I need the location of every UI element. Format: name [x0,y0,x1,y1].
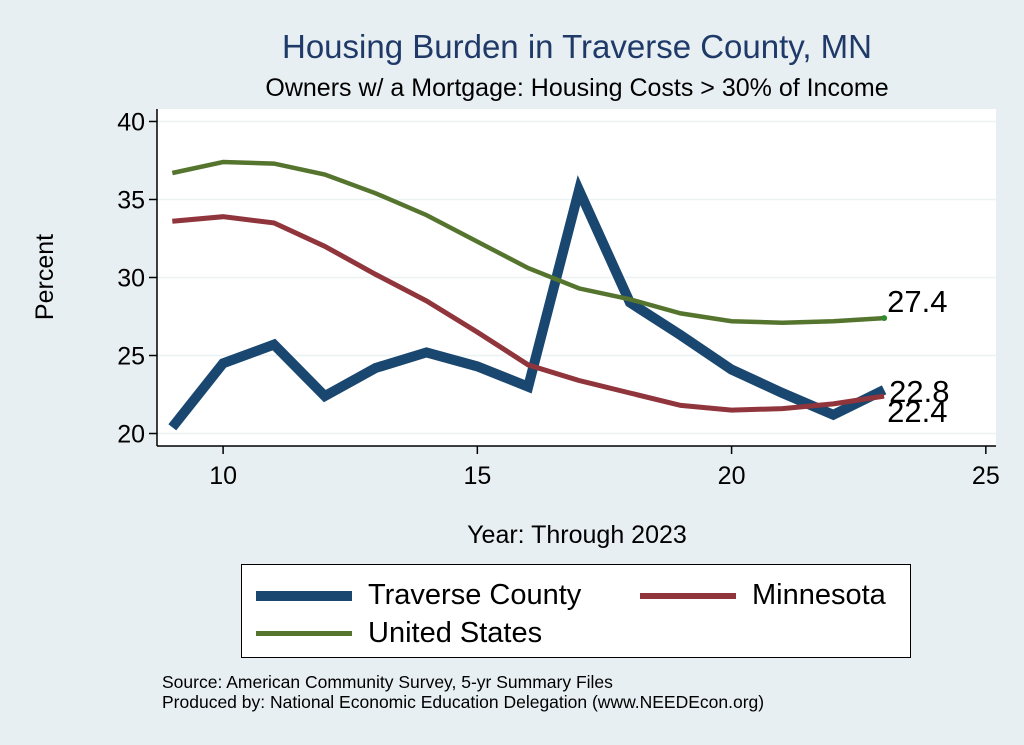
chart-title: Housing Burden in Traverse County, MN [282,28,872,65]
series-line-united-states [171,159,885,325]
legend-label: United States [368,617,543,649]
axes: 20 25 30 35 40 10 15 20 25 [117,108,1000,490]
legend: Traverse County Minnesota United States [241,564,911,658]
source-note: Source: American Community Survey, 5-yr … [162,672,764,712]
chart-subtitle: Owners w/ a Mortgage: Housing Costs > 30… [265,74,889,102]
legend-swatch [640,592,736,599]
x-tick-label: 25 [972,462,1000,490]
series-line-minnesota [172,214,885,413]
end-labels: 22.822.4 27.4 [887,284,949,429]
end-label: 22.8 [889,374,949,409]
end-label: 27.4 [887,284,947,319]
legend-item-united-states: United States [256,617,542,650]
source-line: Source: American Community Survey, 5-yr … [162,672,613,692]
x-tick-label: 10 [209,462,237,490]
legend-label: Traverse County [368,579,582,611]
x-tick-label: 15 [463,462,491,490]
x-axis-label: Year: Through 2023 [467,521,687,549]
y-tick-label: 40 [117,108,145,136]
series-lines [168,159,888,431]
y-tick-label: 20 [117,421,145,449]
series-line-traverse-county [168,175,887,431]
line-chart: 20 25 30 35 40 10 15 20 25 22.822.4 27.4 Year: Th… [31,108,1000,549]
legend-item-minnesota: Minnesota [640,579,886,612]
y-tick-label: 25 [117,343,145,371]
y-tick-label: 30 [117,265,145,293]
legend-item-traverse-county: Traverse County [256,579,581,612]
legend-swatch [256,590,352,601]
legend-swatch [256,631,352,636]
y-tick-label: 35 [117,186,145,214]
end-point-marker [881,315,888,322]
x-tick-label: 20 [718,462,746,490]
end-label: 22.4 [887,394,947,429]
y-axis-label: Percent [31,234,59,320]
legend-label: Minnesota [752,579,886,611]
producer-line: Produced by: National Economic Education… [162,692,765,712]
